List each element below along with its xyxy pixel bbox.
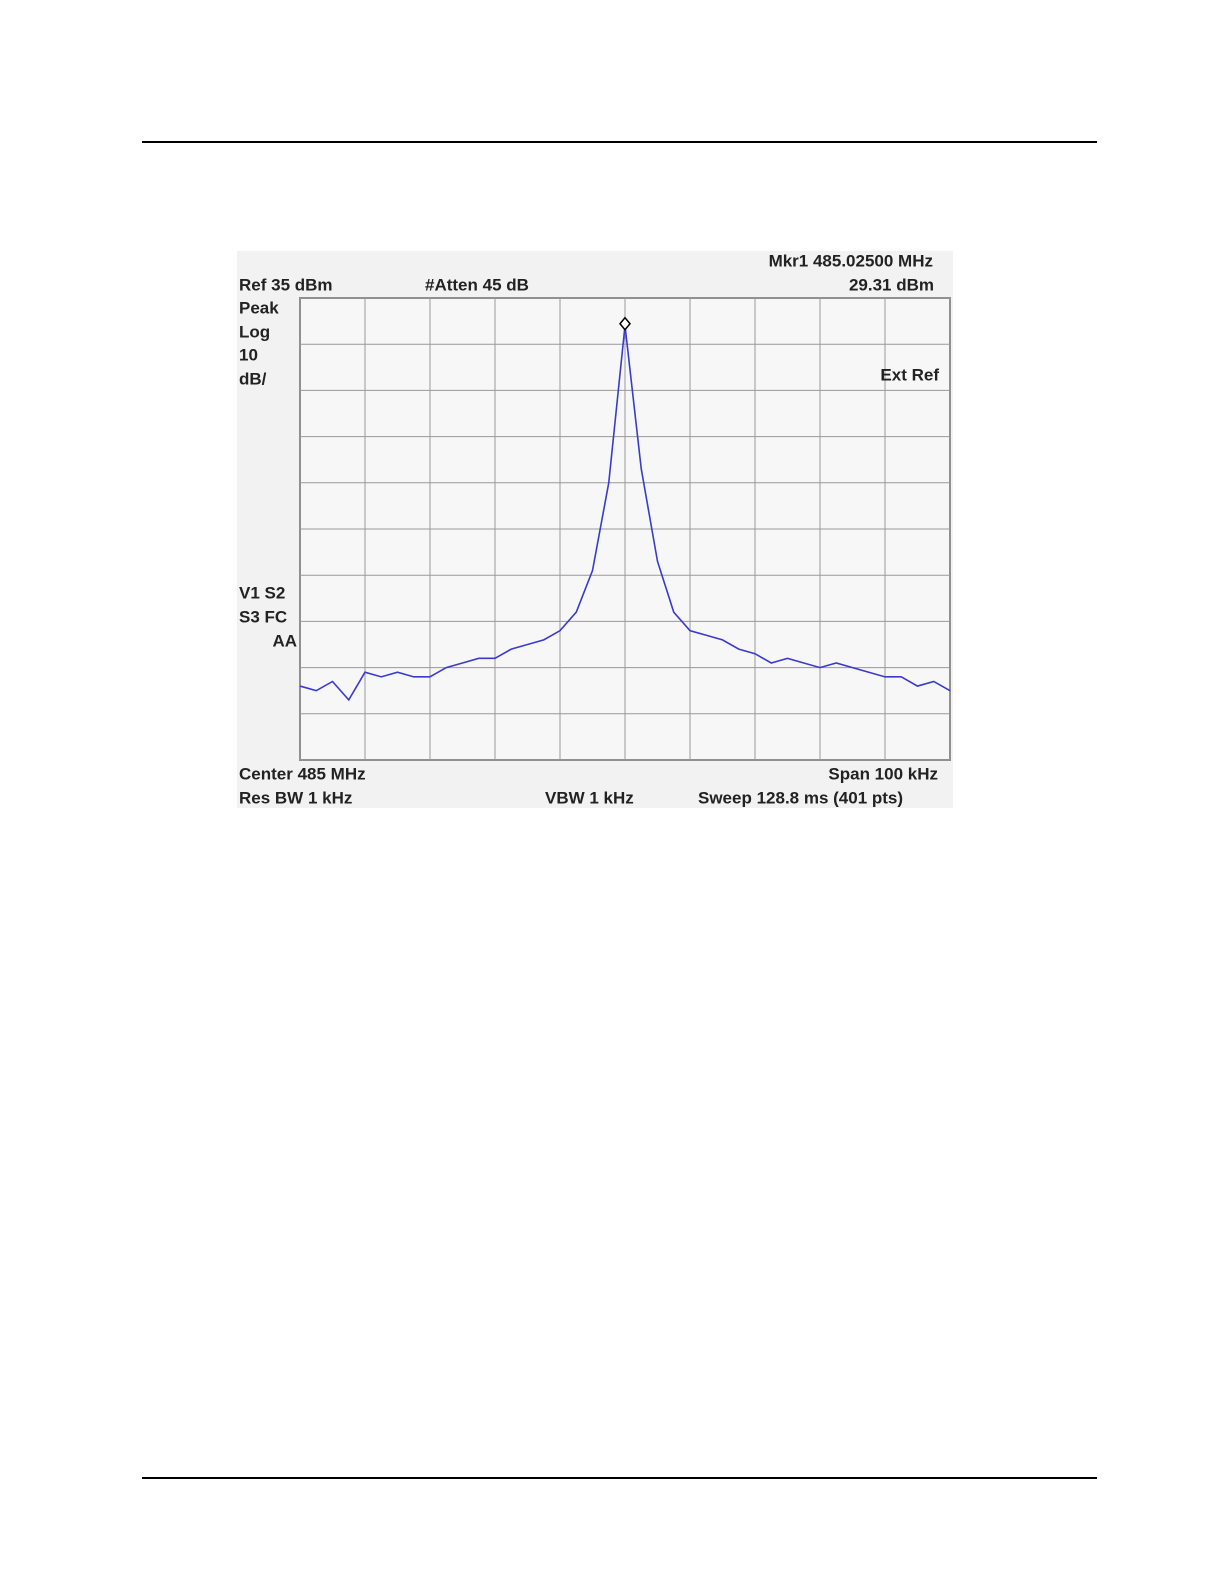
annotation: AA bbox=[272, 631, 297, 650]
annotation: Mkr1 485.02500 MHz bbox=[769, 251, 933, 270]
annotation: Sweep 128.8 ms (401 pts) bbox=[698, 788, 903, 807]
annotation: Center 485 MHz bbox=[239, 764, 366, 783]
annotation: V1 S2 bbox=[239, 583, 285, 602]
annotation: 29.31 dBm bbox=[849, 275, 934, 294]
annotation: 10 bbox=[239, 345, 258, 364]
annotation: Ref 35 dBm bbox=[239, 275, 333, 294]
annotation: Peak bbox=[239, 298, 279, 317]
annotation: Log bbox=[239, 322, 270, 341]
annotation: VBW 1 kHz bbox=[545, 788, 634, 807]
annotation: Res BW 1 kHz bbox=[239, 788, 352, 807]
annotation: Ext Ref bbox=[880, 365, 939, 384]
annotation: S3 FC bbox=[239, 607, 287, 626]
annotation: dB/ bbox=[239, 369, 267, 388]
annotation: #Atten 45 dB bbox=[425, 275, 529, 294]
marker-diamond bbox=[619, 316, 631, 331]
annotation: Span 100 kHz bbox=[828, 764, 938, 783]
